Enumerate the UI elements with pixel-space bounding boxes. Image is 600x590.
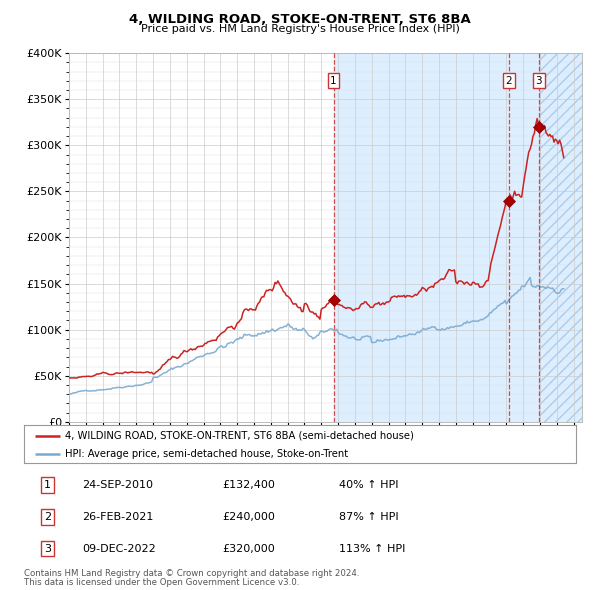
Text: 3: 3 [536,76,542,86]
Text: Contains HM Land Registry data © Crown copyright and database right 2024.: Contains HM Land Registry data © Crown c… [24,569,359,578]
Text: 26-FEB-2021: 26-FEB-2021 [82,512,154,522]
Text: 09-DEC-2022: 09-DEC-2022 [82,543,156,553]
Text: £320,000: £320,000 [223,543,275,553]
Text: 40% ↑ HPI: 40% ↑ HPI [338,480,398,490]
Text: 1: 1 [44,480,51,490]
Text: 87% ↑ HPI: 87% ↑ HPI [338,512,398,522]
Text: HPI: Average price, semi-detached house, Stoke-on-Trent: HPI: Average price, semi-detached house,… [65,448,349,458]
Text: 2: 2 [506,76,512,86]
Text: 24-SEP-2010: 24-SEP-2010 [82,480,153,490]
Text: 4, WILDING ROAD, STOKE-ON-TRENT, ST6 8BA (semi-detached house): 4, WILDING ROAD, STOKE-ON-TRENT, ST6 8BA… [65,431,414,441]
Text: 113% ↑ HPI: 113% ↑ HPI [338,543,405,553]
Text: 1: 1 [330,76,337,86]
Bar [539,53,582,422]
Bar [334,53,539,422]
Text: 3: 3 [44,543,51,553]
Text: £132,400: £132,400 [223,480,275,490]
Text: Price paid vs. HM Land Registry's House Price Index (HPI): Price paid vs. HM Land Registry's House … [140,24,460,34]
Text: This data is licensed under the Open Government Licence v3.0.: This data is licensed under the Open Gov… [24,578,299,587]
Text: 4, WILDING ROAD, STOKE-ON-TRENT, ST6 8BA: 4, WILDING ROAD, STOKE-ON-TRENT, ST6 8BA [129,13,471,26]
Text: 2: 2 [44,512,51,522]
Text: £240,000: £240,000 [223,512,275,522]
